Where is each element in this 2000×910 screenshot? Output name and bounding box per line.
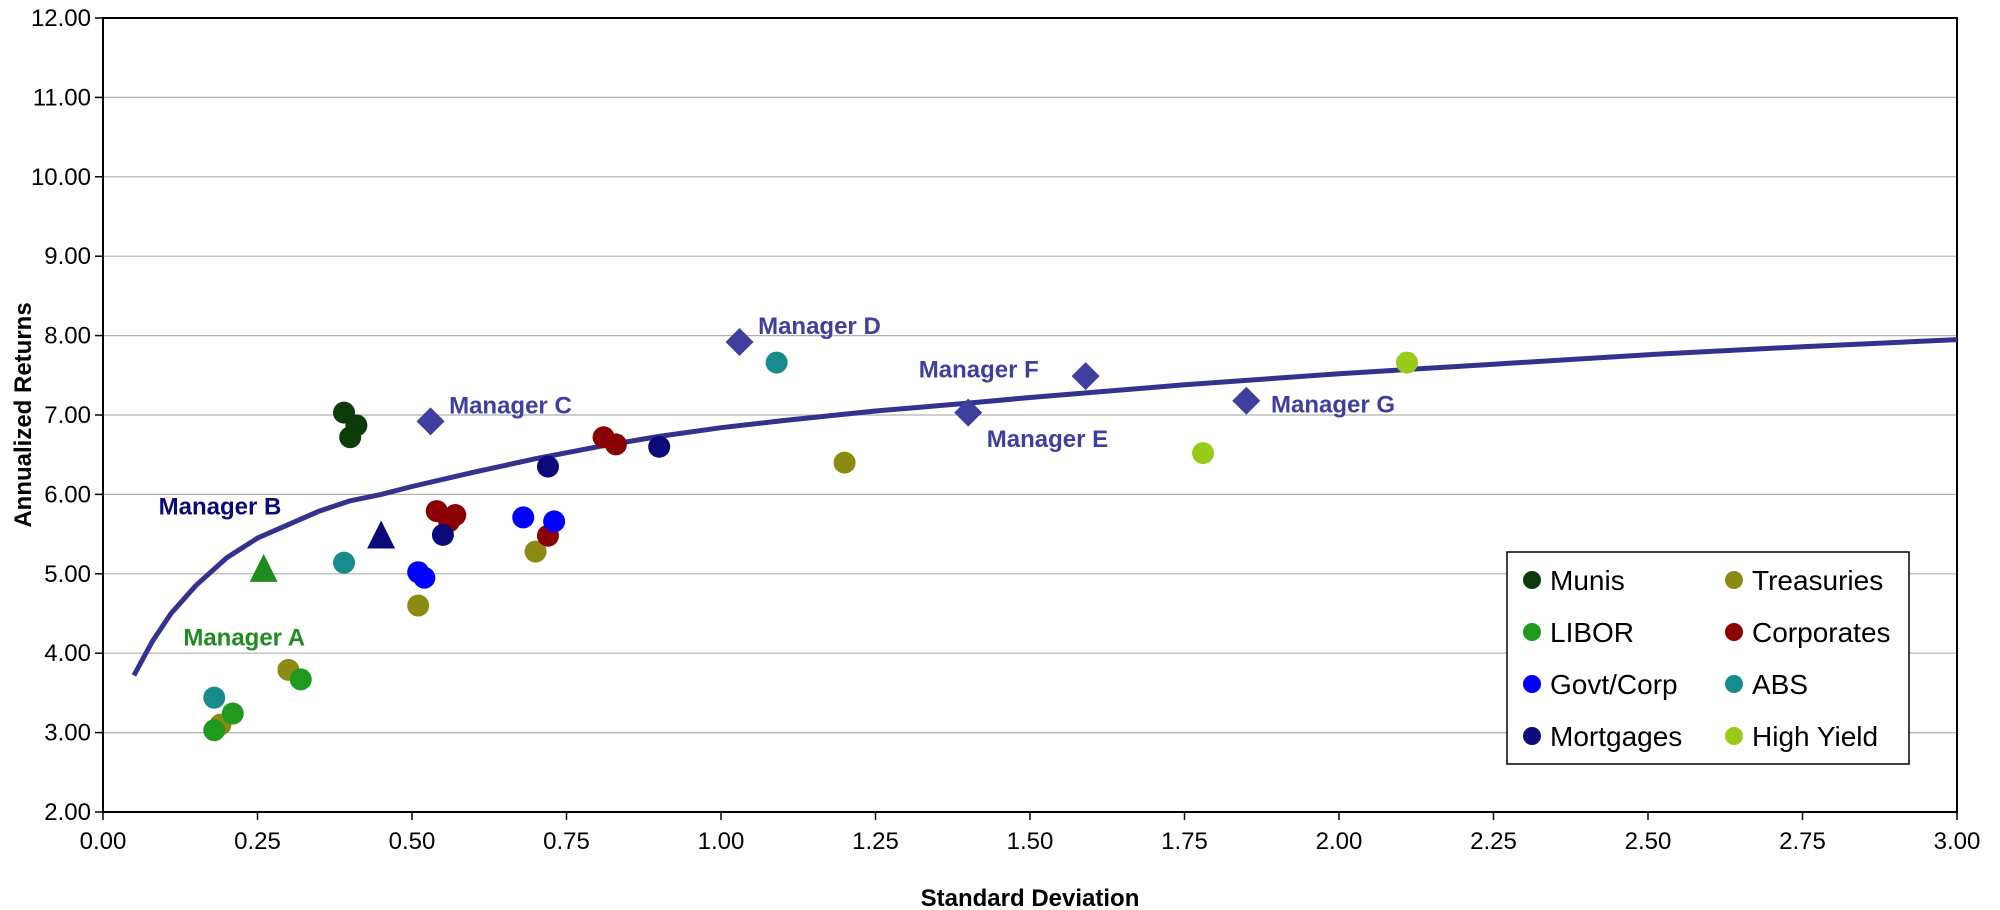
data-point-treasuries xyxy=(407,594,430,617)
y-tick-label: 10.00 xyxy=(31,164,91,191)
manager-label: Manager B xyxy=(159,493,282,520)
data-point-govt-corp xyxy=(413,566,436,589)
data-point-abs xyxy=(333,551,356,574)
data-point-mortgages xyxy=(536,455,559,478)
manager-marker xyxy=(725,327,754,356)
manager-label: Manager A xyxy=(183,624,305,651)
legend-item-label: High Yield xyxy=(1752,721,1878,752)
x-axis: 0.00 0.25 0.50 0.75 1.00 1.25 1.50 1.75 2.00 2.25… xyxy=(80,812,1981,855)
manager-marker xyxy=(954,398,983,427)
data-point-corporates xyxy=(444,504,467,527)
data-point-treasuries xyxy=(833,451,856,474)
data-point-mortgages xyxy=(648,435,671,458)
y-axis: 2.00 3.00 4.00 5.00 6.00 7.00 8.00 9.00 10.00 11.… xyxy=(31,5,103,826)
y-tick-label: 4.00 xyxy=(44,640,91,667)
manager-label: Manager E xyxy=(987,426,1108,453)
x-tick-label: 0.25 xyxy=(234,828,281,855)
legend-swatch xyxy=(1725,623,1743,641)
legend-item-label: LIBOR xyxy=(1550,617,1634,648)
legend: Munis Treasuries LIBOR Corporates Govt/Corp A… xyxy=(1506,551,1910,765)
manager-label: Manager G xyxy=(1271,392,1395,419)
legend-item-label: Mortgages xyxy=(1550,721,1682,752)
manager-marker xyxy=(1071,362,1100,391)
legend-item-label: Treasuries xyxy=(1752,565,1883,596)
x-tick-label: 2.25 xyxy=(1470,828,1517,855)
legend-item-label: Govt/Corp xyxy=(1550,669,1678,700)
x-tick-label: 1.50 xyxy=(1007,828,1054,855)
manager-marker xyxy=(1232,386,1261,415)
y-tick-label: 6.00 xyxy=(44,481,91,508)
y-tick-label: 11.00 xyxy=(33,84,91,111)
legend-swatch xyxy=(1725,571,1743,589)
y-axis-title: Annualized Returns xyxy=(10,302,37,527)
manager-label: Manager C xyxy=(449,392,572,419)
legend-item-label: ABS xyxy=(1752,669,1808,700)
y-tick-label: 12.00 xyxy=(31,5,91,32)
frontier-line xyxy=(131,337,1958,677)
x-axis-title: Standard Deviation xyxy=(921,885,1140,910)
data-point-high-yield xyxy=(1192,442,1215,465)
data-point-libor xyxy=(203,719,226,742)
x-tick-label: 2.75 xyxy=(1779,828,1826,855)
manager-marker xyxy=(367,520,396,549)
x-tick-label: 3.00 xyxy=(1934,828,1981,855)
legend-item-label: Corporates xyxy=(1752,617,1891,648)
legend-box xyxy=(1506,551,1910,765)
y-tick-label: 2.00 xyxy=(44,799,91,826)
data-point-treasuries xyxy=(524,540,547,563)
x-tick-label: 1.00 xyxy=(698,828,745,855)
x-tick-label: 2.50 xyxy=(1625,828,1672,855)
data-point-libor xyxy=(289,668,312,691)
legend-swatch xyxy=(1523,623,1541,641)
data-point-munis xyxy=(339,426,362,449)
legend-swatch xyxy=(1523,571,1541,589)
legend-item-label: Munis xyxy=(1550,565,1625,596)
legend-swatch xyxy=(1523,727,1541,745)
data-point-govt-corp xyxy=(543,510,566,533)
data-point-govt-corp xyxy=(512,506,535,529)
x-tick-label: 0.75 xyxy=(543,828,590,855)
manager-marker xyxy=(249,553,278,582)
data-point-abs xyxy=(203,686,226,709)
data-point-abs xyxy=(765,351,788,374)
manager-label: Manager D xyxy=(758,313,881,340)
data-point-corporates xyxy=(604,433,627,456)
legend-swatch xyxy=(1523,675,1541,693)
manager-marker xyxy=(416,407,445,436)
y-tick-label: 3.00 xyxy=(44,720,91,747)
data-point-libor xyxy=(221,702,244,725)
data-point-high-yield xyxy=(1395,351,1418,374)
manager-markers: Manager A Manager B Manager C Manager D Mana… xyxy=(159,313,1395,651)
data-points xyxy=(203,351,1418,742)
y-tick-label: 7.00 xyxy=(44,402,91,429)
y-tick-label: 9.00 xyxy=(44,243,91,270)
efficient-frontier xyxy=(131,337,1958,677)
y-tick-label: 8.00 xyxy=(44,323,91,350)
x-tick-label: 2.00 xyxy=(1316,828,1363,855)
data-point-mortgages xyxy=(431,523,454,546)
legend-swatch xyxy=(1725,727,1743,745)
x-tick-label: 1.25 xyxy=(852,828,899,855)
y-tick-label: 5.00 xyxy=(44,561,91,588)
x-tick-label: 1.75 xyxy=(1161,828,1208,855)
legend-swatch xyxy=(1725,675,1743,693)
x-tick-label: 0.00 xyxy=(80,828,127,855)
x-tick-label: 0.50 xyxy=(389,828,436,855)
manager-label: Manager F xyxy=(919,357,1039,384)
